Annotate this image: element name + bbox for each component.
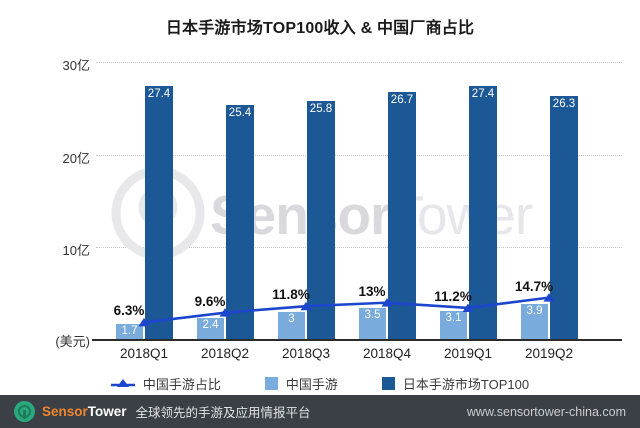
bar-value-label: 26.7 (390, 94, 414, 107)
percent-label: 11.8% (272, 287, 310, 303)
legend-item-china-games: 中国手游 (264, 374, 338, 393)
bar-china: 3 (278, 312, 305, 340)
bar-japan-top100: 25.8 (307, 100, 335, 340)
triangle-marker (381, 298, 393, 307)
triangle-marker (138, 317, 150, 327)
bar-china: 3.9 (521, 303, 548, 340)
footer-tagline: 全球领先的手游及应用情报平台 (135, 406, 311, 420)
bar-japan-top100: 26.3 (550, 96, 578, 340)
percent-label: 14.7% (514, 278, 554, 294)
bar-value-label: 3 (288, 313, 295, 326)
bar-value-label: 25.8 (309, 102, 333, 115)
percent-label: 6.3% (113, 303, 145, 319)
triangle-marker (219, 308, 231, 317)
dark-square-icon (381, 377, 395, 390)
x-axis-label: 2019Q2 (524, 346, 574, 361)
bar-value-label: 27.4 (471, 88, 495, 100)
footer-bar: SensorTower 全球领先的手游及应用情报平台 www.sensortow… (0, 395, 640, 428)
chart-title: 日本手游市场TOP100收入 & 中国厂商占比 (165, 20, 475, 37)
y-tick-30: 30亿 (62, 58, 90, 73)
legend-label: 日本手游市场TOP100 (402, 377, 530, 392)
y-tick-20: 20亿 (62, 151, 90, 166)
triangle-marker (300, 301, 312, 311)
china-share-polyline (143, 296, 550, 324)
x-axis-label: 2019Q1 (443, 346, 493, 361)
bar-china: 2.4 (197, 317, 224, 340)
percent-label: 9.6% (194, 293, 226, 309)
bar-china: 1.7 (116, 324, 143, 340)
legend-item-china-share: 中国手游占比 (110, 374, 221, 393)
x-axis-label: 2018Q3 (281, 346, 331, 361)
bar-china: 3.5 (359, 307, 386, 340)
x-axis-label: 2018Q1 (119, 346, 169, 361)
gridline-10 (96, 247, 622, 248)
percent-label: 11.2% (434, 288, 472, 304)
bar-japan-top100: 27.4 (145, 86, 173, 340)
bar-value-label: 3.1 (445, 312, 462, 325)
bar-value-label: 3.9 (526, 304, 543, 317)
y-tick-10: 10亿 (62, 243, 90, 258)
bar-value-label: 2.4 (202, 318, 219, 331)
bar-japan-top100: 27.4 (469, 86, 497, 340)
bar-value-label: 3.5 (364, 308, 381, 321)
legend-item-japan-top100: 日本手游市场TOP100 (381, 374, 530, 393)
legend: 中国手游占比 中国手游 日本手游市场TOP100 (0, 374, 640, 393)
x-axis-label: 2018Q2 (200, 346, 250, 361)
percent-label: 13% (358, 283, 386, 299)
gridline-20 (96, 155, 622, 156)
brand-name: SensorTower (42, 404, 127, 419)
legend-label: 中国手游占比 (142, 377, 221, 392)
gridline-30 (96, 62, 622, 63)
bar-japan-top100: 25.4 (226, 104, 254, 340)
bar-value-label: 26.3 (552, 98, 576, 111)
triangle-marker (543, 293, 555, 302)
bar-value-label: 27.4 (147, 88, 171, 100)
bar-value-label: 1.7 (121, 325, 138, 338)
sensortower-logo-icon (14, 401, 35, 422)
x-axis-label: 2018Q4 (362, 346, 412, 361)
x-axis-baseline (92, 339, 622, 341)
legend-label: 中国手游 (285, 377, 338, 392)
line-marker-icon (110, 378, 135, 387)
footer-url: www.sensortower-china.com (466, 404, 626, 419)
bar-japan-top100: 26.7 (388, 92, 416, 340)
light-square-icon (264, 377, 278, 390)
bar-china: 3.1 (440, 311, 467, 340)
y-axis-unit: (美元) (55, 334, 90, 349)
triangle-marker (462, 303, 474, 312)
bar-value-label: 25.4 (228, 106, 252, 119)
